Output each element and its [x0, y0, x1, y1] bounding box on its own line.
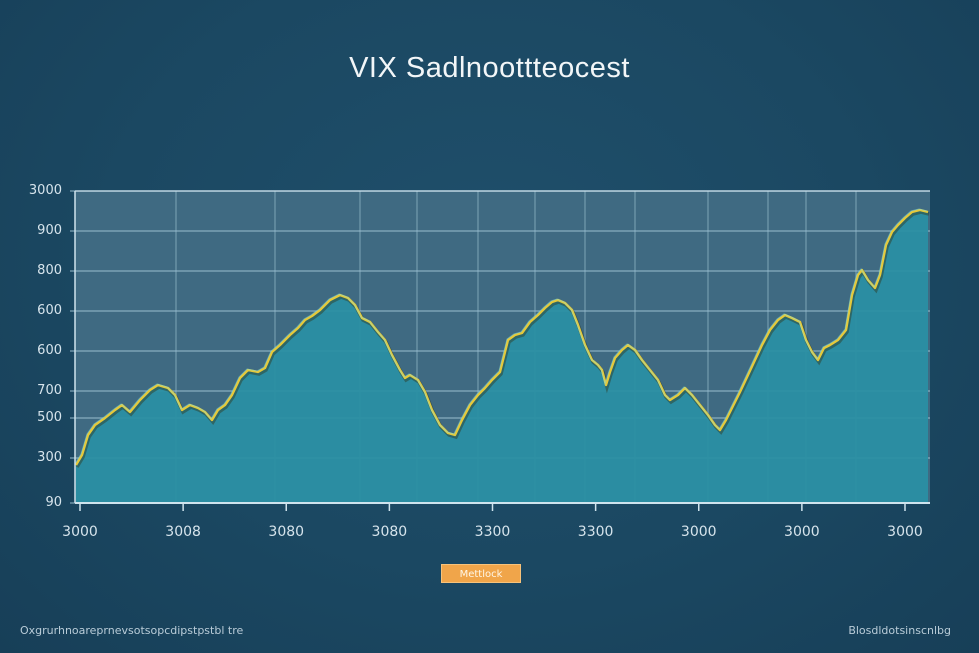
x-tick-label: 3300: [577, 524, 614, 540]
x-tick-label: 3000: [784, 524, 820, 540]
x-axis-ticks: [79, 503, 906, 511]
x-tick-label: 3000: [62, 524, 98, 540]
y-tick-label: 300: [37, 450, 62, 465]
chart-title: VIX Sadlnoottteocest: [349, 52, 630, 84]
y-tick-label: 700: [37, 383, 62, 398]
y-tick-label: 3000: [28, 183, 62, 198]
y-tick-label: 600: [37, 303, 62, 318]
x-tick-label: 3000: [680, 524, 717, 540]
y-tick-label: 600: [37, 343, 62, 358]
footer-credit-text: Blosdldotsinscnlbg: [848, 624, 951, 637]
x-tick-label: 3080: [268, 524, 305, 540]
area-fill: [76, 210, 928, 503]
series-line-highlight: [74, 208, 928, 465]
footer-source-text: Oxgrurhnoareprnevsotsopcdipstpstbl tre: [20, 624, 244, 637]
x-tick-label: 3300: [474, 524, 511, 540]
x-tick-label: 3000: [887, 524, 923, 540]
x-tick-label: 3008: [165, 524, 201, 540]
y-tick-label: 90: [45, 495, 62, 510]
y-tick-label: 900: [37, 223, 62, 238]
x-tick-label: 3080: [371, 524, 408, 540]
legend-item-mettlock[interactable]: Mettlock: [441, 564, 521, 583]
series-line[interactable]: [74, 208, 929, 466]
y-tick-label: 800: [37, 263, 62, 278]
y-tick-label: 500: [37, 410, 62, 425]
